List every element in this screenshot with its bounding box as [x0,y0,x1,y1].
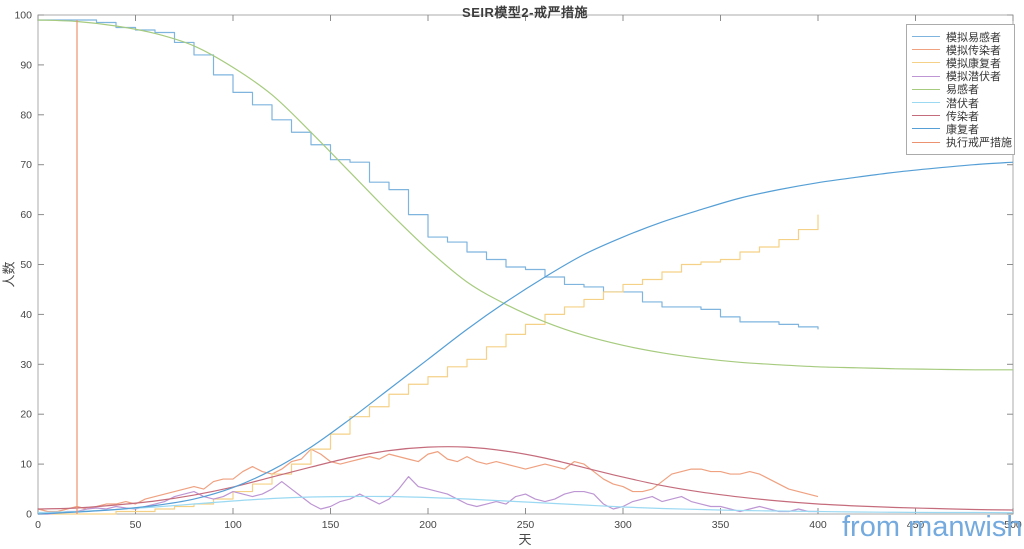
legend-item: 康复者 [912,122,1008,136]
legend-item: 模拟易感者 [912,30,1008,44]
chart-title: SEIR模型2-戒严措施 [462,5,588,20]
legend-line-swatch [912,102,940,104]
legend-label: 康复者 [946,123,979,136]
legend-line-swatch [912,141,940,143]
x-tick-label: 450 [907,519,925,531]
x-tick-label: 500 [1004,519,1022,531]
legend-label: 传染者 [946,110,979,123]
y-tick-label: 0 [26,509,32,521]
legend-item: 模拟康复者 [912,56,1008,70]
legend-item: 易感者 [912,83,1008,96]
series-模拟潜伏者 [38,475,818,515]
y-tick-label: 50 [20,259,32,271]
x-tick-label: 250 [517,519,535,531]
x-tick-label: 150 [322,519,340,531]
legend-item: 模拟传染者 [912,43,1008,57]
series-潜伏者 [37,495,1014,514]
legend-label: 潜伏者 [946,97,979,110]
x-tick-label: 50 [130,519,142,531]
legend-line-swatch [912,115,940,117]
y-tick-label: 20 [20,409,32,421]
x-tick-label: 100 [224,519,242,531]
y-tick-label: 70 [20,159,32,171]
series-传染者 [37,446,1014,511]
legend-item: 传染者 [912,109,1008,123]
x-tick-label: 0 [35,519,41,531]
legend-line-swatch [912,128,940,130]
axes-frame [37,14,1014,515]
legend-line-swatch [912,88,940,90]
legend-label: 执行戒严措施 [946,137,1012,150]
series-易感者 [37,19,1014,371]
x-axis-label: 天 [518,532,532,547]
legend-item: 执行戒严措施 [912,136,1012,149]
legend-label: 模拟传染者 [946,44,1001,57]
legend-label: 模拟潜伏者 [946,71,1001,84]
y-tick-label: 30 [20,359,32,371]
x-tick-label: 200 [419,519,437,531]
y-tick-label: 60 [20,209,32,221]
legend: 模拟易感者 模拟传染者 模拟康复者 模拟潜伏者 易感者 潜伏者 传染者 康复者 执行戒严措施 [906,24,1015,155]
x-tick-label: 300 [614,519,632,531]
legend-line-swatch [912,49,940,51]
legend-label: 易感者 [946,84,979,97]
series-模拟传染者 [37,448,819,513]
series-模拟康复者 [38,214,819,515]
y-tick-label: 100 [14,10,32,22]
x-tick-label: 350 [712,519,730,531]
series-康复者 [37,161,1014,515]
watermark: from manwish.cn [842,511,1024,543]
legend-line-swatch [912,36,940,38]
y-tick-label: 90 [20,59,32,71]
legend-label: 模拟易感者 [946,31,1001,44]
y-tick-label: 40 [20,309,32,321]
series-模拟易感者 [38,19,819,330]
legend-label: 模拟康复者 [946,57,1001,70]
legend-item: 模拟潜伏者 [912,70,1008,83]
y-tick-label: 80 [20,109,32,121]
x-tick-label: 400 [809,519,827,531]
legend-line-swatch [912,75,940,77]
legend-item: 潜伏者 [912,96,1008,110]
legend-line-swatch [912,62,940,64]
y-axis-label: 人数 [1,261,17,288]
y-tick-label: 10 [20,459,32,471]
